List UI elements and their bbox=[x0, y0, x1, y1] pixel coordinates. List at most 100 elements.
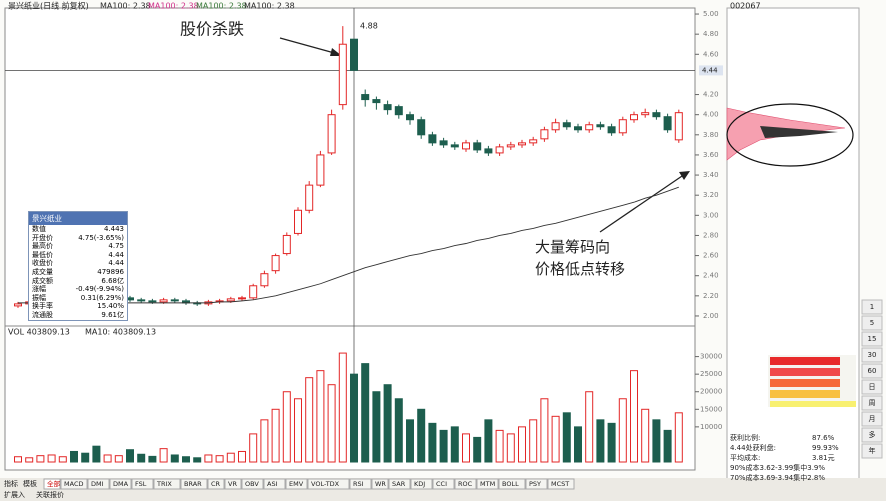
volume-bar bbox=[439, 429, 448, 463]
volume-bar bbox=[518, 426, 526, 463]
ma-label: MA100: 2.38 bbox=[148, 2, 199, 11]
volume-bar bbox=[585, 391, 594, 463]
candle-body bbox=[338, 43, 347, 106]
status-item: 关联报价 bbox=[36, 490, 64, 499]
peak-label: 4.88 bbox=[360, 22, 378, 31]
y-tick-label: 4.60 bbox=[703, 50, 719, 58]
stat-label: 获利比例: bbox=[730, 433, 760, 442]
candle-body bbox=[484, 148, 493, 154]
volume-bar bbox=[305, 377, 314, 463]
volume-bar bbox=[316, 370, 325, 463]
tab[interactable] bbox=[410, 478, 433, 490]
candle-body bbox=[350, 38, 358, 71]
candle-body bbox=[226, 298, 235, 302]
volume-bar bbox=[394, 398, 403, 463]
tab[interactable] bbox=[180, 478, 208, 490]
volume-bar bbox=[238, 450, 246, 463]
period-button[interactable] bbox=[861, 427, 883, 443]
info-row: 成交量 479896 bbox=[29, 268, 127, 277]
tab[interactable] bbox=[109, 478, 132, 490]
period-button[interactable] bbox=[861, 347, 883, 363]
stat-value: 87.6% bbox=[812, 434, 835, 442]
volume-bar bbox=[406, 419, 414, 463]
volume-bar bbox=[271, 408, 280, 463]
tab[interactable] bbox=[388, 478, 411, 490]
tab-label: CR bbox=[211, 480, 221, 488]
y-tick-label: 4.20 bbox=[703, 91, 719, 99]
tab[interactable] bbox=[285, 478, 308, 490]
period-button[interactable] bbox=[861, 315, 883, 331]
info-label: 振幅 bbox=[32, 293, 46, 302]
volume-bar bbox=[36, 455, 45, 463]
candle-body bbox=[137, 299, 146, 302]
tab[interactable] bbox=[224, 478, 242, 490]
period-button[interactable] bbox=[861, 299, 883, 315]
period-button[interactable] bbox=[861, 411, 883, 427]
annotation-ellipse bbox=[726, 103, 854, 167]
info-label: 流通股 bbox=[32, 310, 53, 319]
info-value: 0.31(6.29%) bbox=[80, 293, 124, 302]
tab[interactable] bbox=[547, 478, 575, 490]
chip-legend-bar bbox=[770, 368, 840, 376]
candle-body bbox=[562, 122, 571, 128]
chip-legend-bar bbox=[770, 357, 840, 365]
candle-body bbox=[630, 114, 638, 121]
tab[interactable] bbox=[263, 478, 286, 490]
period-button[interactable] bbox=[861, 363, 883, 379]
tab[interactable] bbox=[498, 478, 526, 490]
info-box: 景兴纸业 数值 4.443 开盘价 4.75(-3.65%) 最高价 4.75 最低价 4.44… bbox=[28, 211, 128, 321]
info-label: 最高价 bbox=[32, 242, 53, 251]
info-row: 收盘价 4.44 bbox=[29, 259, 127, 268]
ma-label: MA100: 2.38 bbox=[196, 2, 247, 11]
volume-bar bbox=[462, 433, 470, 463]
tab[interactable] bbox=[349, 478, 372, 490]
candle-body bbox=[506, 144, 515, 148]
period-button[interactable] bbox=[861, 331, 883, 347]
volume-bar bbox=[148, 455, 157, 463]
candle-body bbox=[170, 299, 179, 302]
tab[interactable] bbox=[476, 478, 499, 490]
tab[interactable] bbox=[207, 478, 225, 490]
tab[interactable] bbox=[371, 478, 389, 490]
tab[interactable] bbox=[60, 478, 88, 490]
volume-bar bbox=[607, 422, 616, 463]
tab[interactable] bbox=[87, 478, 110, 490]
tab[interactable] bbox=[307, 478, 350, 490]
annotation-arrow bbox=[599, 173, 686, 233]
candle-body bbox=[529, 139, 538, 144]
tab[interactable] bbox=[432, 478, 455, 490]
chip-legend-bar bbox=[770, 390, 840, 398]
period-button[interactable] bbox=[861, 443, 883, 459]
info-value: -0.49(-9.94%) bbox=[75, 285, 124, 294]
volume-bar bbox=[249, 433, 258, 463]
volume-subtitle: MA10: 403809.13 bbox=[85, 328, 156, 337]
tab-label: CCI bbox=[436, 480, 447, 488]
volume-bar bbox=[137, 453, 146, 463]
tab[interactable] bbox=[454, 478, 477, 490]
period-button[interactable] bbox=[861, 379, 883, 395]
tab-label: BOLL bbox=[502, 480, 519, 488]
info-label: 成交额 bbox=[32, 276, 53, 285]
y-tick-label: 3.80 bbox=[703, 131, 719, 139]
tab[interactable] bbox=[131, 478, 154, 490]
stat-label: 90%成本3.62-3.99集中3.9% bbox=[730, 463, 825, 472]
tab[interactable] bbox=[153, 478, 181, 490]
y-tick-label: 4.80 bbox=[703, 30, 719, 38]
chip-legend-bar bbox=[770, 379, 840, 387]
volume-bar bbox=[372, 391, 381, 463]
tab[interactable] bbox=[43, 478, 61, 490]
tab-label: MACD bbox=[64, 480, 83, 488]
candle-body bbox=[641, 112, 650, 116]
tab[interactable] bbox=[241, 478, 264, 490]
info-title: 景兴纸业 bbox=[29, 212, 127, 225]
info-value: 479896 bbox=[97, 267, 124, 276]
period-button[interactable] bbox=[861, 395, 883, 411]
price-marker-bg bbox=[699, 65, 723, 76]
period-label: 15 bbox=[868, 335, 877, 343]
chart-title: 景兴纸业(日线 前复权) bbox=[8, 1, 89, 11]
volume-bar bbox=[215, 455, 224, 463]
candle-body bbox=[14, 303, 22, 307]
left-tab: 指标 bbox=[4, 479, 18, 488]
period-label: 年 bbox=[869, 446, 876, 455]
tab[interactable] bbox=[525, 478, 548, 490]
